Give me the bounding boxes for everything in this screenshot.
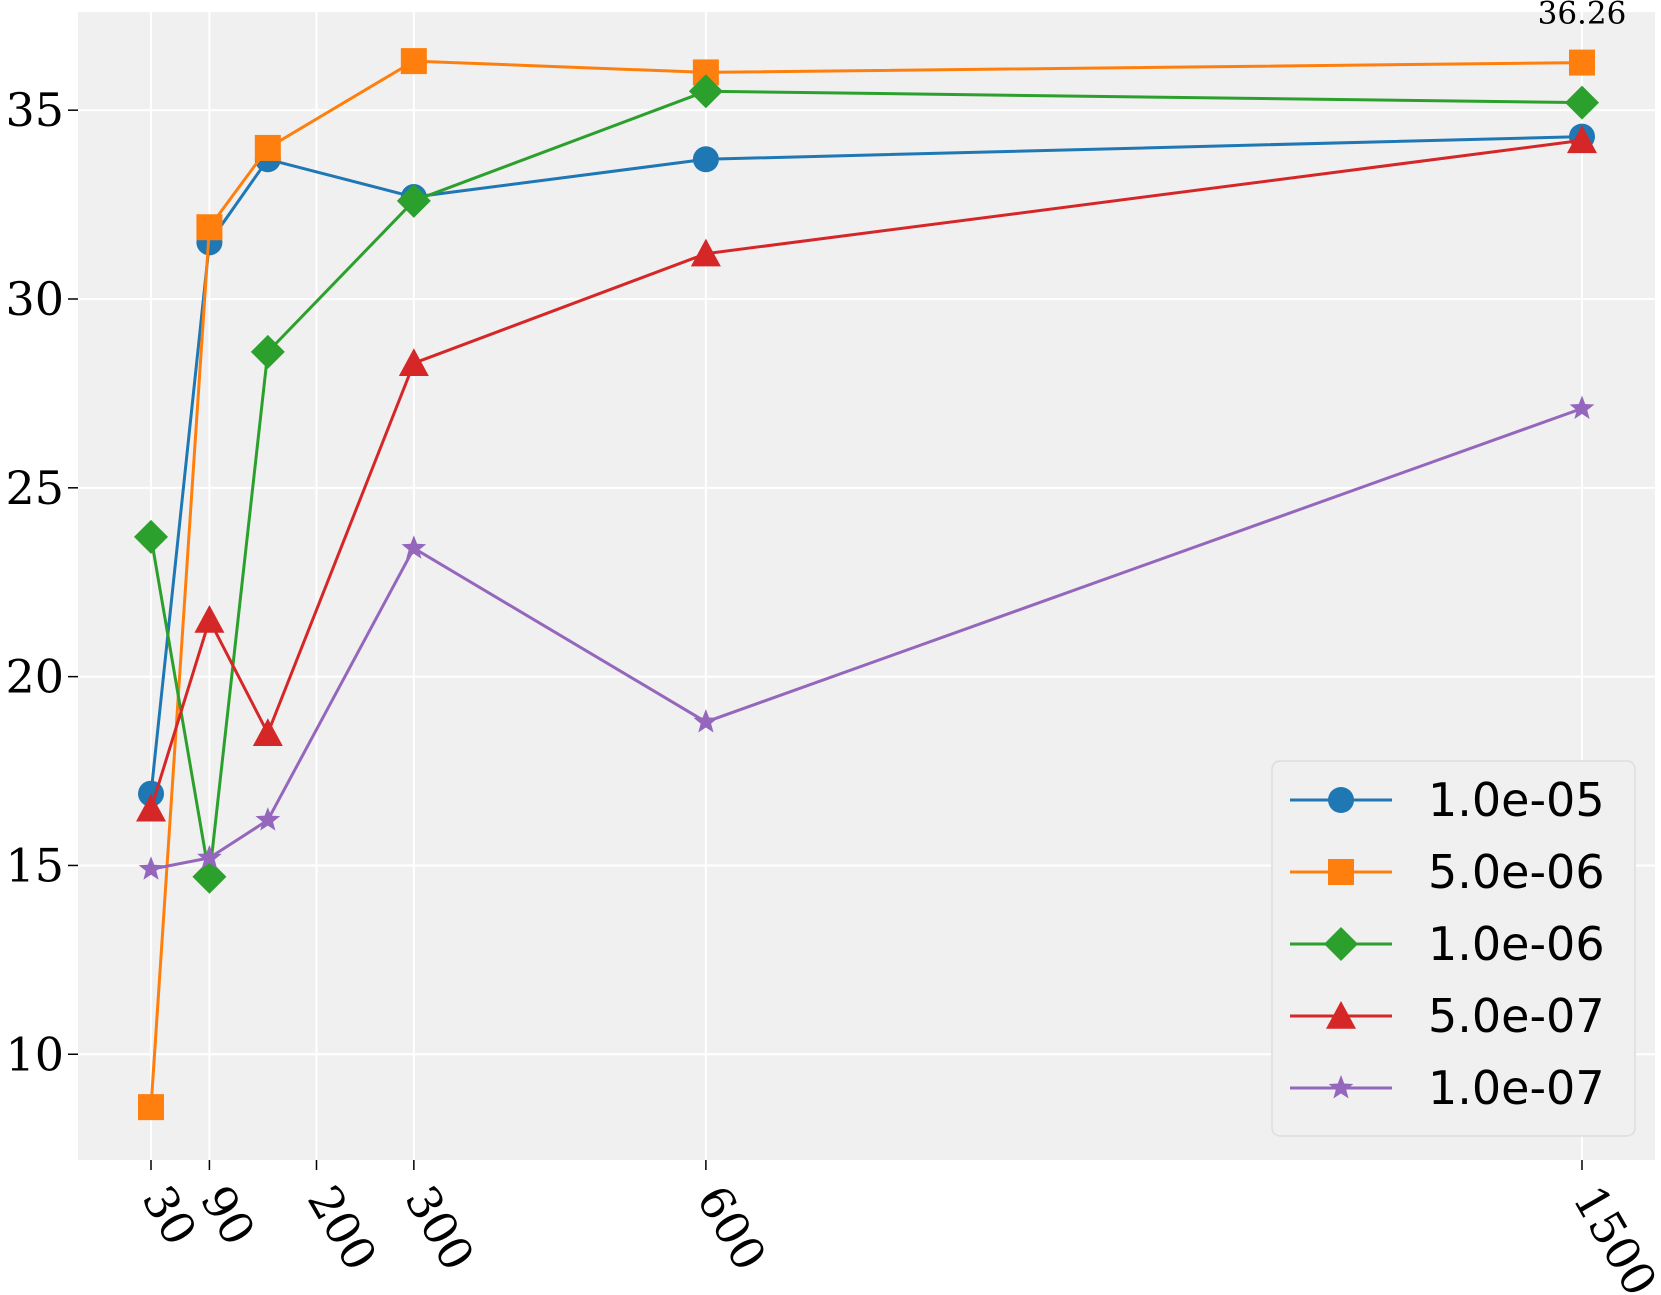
data-point — [401, 535, 427, 559]
data-point — [398, 348, 429, 376]
data-point — [254, 134, 281, 161]
data-point — [136, 793, 167, 822]
x-tick-label: 200 — [297, 1177, 388, 1280]
x-tick-label: 30 — [131, 1177, 207, 1255]
data-point — [196, 214, 223, 241]
y-axis-ticks: 10 15 20 25 30 35 — [5, 83, 78, 1081]
legend-marker — [1328, 1075, 1354, 1099]
legend-label: 1.0e-07 — [1428, 1061, 1605, 1115]
legend-label: 1.0e-05 — [1428, 773, 1605, 827]
legend-label: 5.0e-07 — [1428, 989, 1605, 1043]
data-point — [1564, 85, 1599, 120]
series-line — [149, 138, 1583, 810]
y-tick-label: 30 — [5, 272, 64, 326]
data-point — [1566, 125, 1597, 154]
data-point — [1569, 395, 1595, 420]
data-point — [396, 183, 431, 218]
series-line — [149, 89, 1583, 878]
legend: 1.0e-05 5.0e-06 1.0e-06 5.0e-07 1.0e-07 — [1271, 760, 1636, 1137]
legend-label: 1.0e-06 — [1428, 917, 1605, 971]
series-1.0e-06 — [134, 74, 1599, 894]
series-group — [134, 48, 1599, 1121]
data-point — [138, 1094, 165, 1121]
data-point — [194, 604, 225, 633]
y-tick-label: 35 — [5, 83, 64, 137]
data-point — [1568, 49, 1595, 76]
legend-label: 5.0e-06 — [1428, 845, 1605, 899]
legend-marker — [1326, 1001, 1356, 1029]
series-5.0e-07 — [136, 125, 1597, 822]
data-point — [252, 718, 283, 747]
data-point — [688, 74, 723, 109]
x-tick-label: 600 — [686, 1177, 777, 1280]
y-tick-label: 25 — [5, 461, 64, 515]
y-tick-label: 20 — [5, 650, 64, 704]
legend-marker — [1328, 859, 1354, 885]
data-point — [250, 334, 285, 369]
data-point — [192, 859, 227, 894]
series-line — [150, 407, 1583, 871]
max-value-annotation: 36.26 — [1538, 0, 1627, 32]
series-line — [149, 135, 1583, 794]
data-point — [138, 856, 164, 880]
grid-lines — [78, 12, 1655, 1160]
data-point — [255, 807, 281, 831]
legend-marker — [1328, 787, 1354, 813]
y-tick-label: 10 — [5, 1027, 64, 1081]
series-1.0e-07 — [138, 395, 1595, 880]
series-5.0e-06 — [138, 48, 1595, 1121]
x-tick-label: 300 — [394, 1177, 485, 1280]
x-tick-label: 90 — [190, 1177, 266, 1255]
x-tick-label: 1500 — [1562, 1177, 1661, 1295]
data-point — [134, 519, 169, 554]
legend-box — [1271, 760, 1636, 1137]
legend-marker — [1324, 927, 1358, 961]
data-point — [400, 48, 427, 75]
data-point — [693, 708, 719, 733]
data-point — [690, 238, 721, 267]
data-point — [197, 844, 222, 869]
y-tick-label: 15 — [5, 838, 64, 892]
series-line — [149, 59, 1583, 1108]
data-point — [692, 146, 719, 173]
